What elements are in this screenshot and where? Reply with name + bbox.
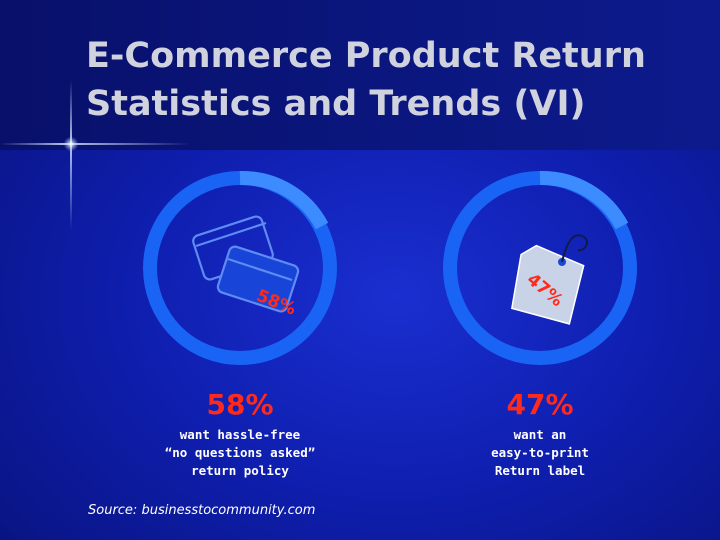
source-citation: Source: businesstocommunity.com — [88, 503, 316, 518]
light-flare-horizontal — [0, 143, 190, 145]
credit-cards-icon — [192, 215, 300, 313]
left-stat-value: 58% — [206, 388, 274, 421]
light-flare-vertical — [70, 80, 72, 230]
left-progress-ring — [143, 170, 337, 365]
slide-title: E-Commerce Product Return Statistics and… — [86, 36, 646, 124]
left-caption-line: return policy — [191, 463, 289, 478]
right-caption-line: Return label — [494, 463, 586, 478]
right-caption-line: want an — [513, 427, 567, 442]
right-caption-line: easy-to-print — [491, 445, 589, 460]
left-stat-caption: want hassle-free “no questions asked” re… — [120, 426, 360, 480]
right-stat-caption: want an easy-to-print Return label — [420, 426, 660, 480]
light-flare-center — [63, 137, 79, 151]
left-caption-line: “no questions asked” — [164, 445, 316, 460]
title-band — [0, 0, 720, 150]
right-stat-value: 47% — [506, 388, 574, 421]
left-caption-line: want hassle-free — [179, 427, 301, 442]
price-tag-icon — [510, 234, 588, 325]
right-progress-ring — [443, 170, 637, 365]
